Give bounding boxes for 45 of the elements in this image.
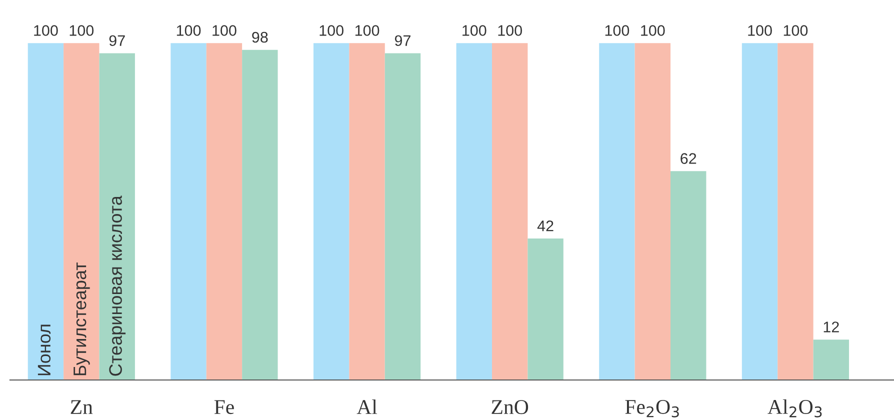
data-label: 100 (784, 25, 808, 36)
bar (634, 43, 670, 380)
data-label: 100 (498, 25, 522, 36)
bar (99, 53, 135, 380)
data-label: 97 (109, 35, 125, 46)
data-label: 100 (176, 25, 201, 36)
x-tick-label: Fe$_{2}$O$_{3}$ (625, 400, 679, 418)
x-tick-label: ZnO (492, 400, 528, 414)
bar (456, 43, 492, 380)
series-label: Бутилстеарат (74, 262, 90, 376)
data-label: 100 (212, 25, 236, 36)
bar (599, 43, 635, 380)
data-label: 100 (462, 25, 486, 36)
bar (528, 238, 564, 380)
bar (28, 43, 64, 380)
bar (670, 171, 706, 380)
data-label: 100 (70, 25, 94, 36)
bar (813, 340, 850, 380)
series-label: Ионол (38, 324, 51, 376)
x-tick-label: Zn (70, 400, 93, 414)
series-label: Стеариновая кислота (109, 196, 126, 376)
bar (778, 43, 814, 380)
data-label: 100 (320, 25, 344, 36)
bar (64, 43, 100, 380)
bar (742, 43, 778, 380)
data-label: 12 (824, 322, 839, 332)
data-label: 42 (537, 220, 554, 232)
x-tick-label: Al (356, 399, 378, 414)
data-label: 100 (355, 25, 380, 36)
bar (349, 43, 385, 380)
bar (206, 43, 242, 380)
bar (492, 43, 528, 380)
x-tick-label: Al$_{2}$O$_{3}$ (768, 399, 822, 418)
bar (170, 43, 206, 380)
data-label: 100 (641, 25, 665, 36)
data-label: 98 (252, 32, 268, 43)
data-label: 100 (34, 25, 58, 36)
x-tick-label: Fe (214, 400, 234, 414)
data-label: 100 (748, 25, 772, 36)
data-label: 62 (680, 153, 696, 164)
bar (313, 43, 350, 380)
bar (384, 53, 421, 380)
data-label: 97 (394, 35, 410, 46)
data-label: 100 (605, 25, 630, 36)
bar (242, 50, 278, 380)
